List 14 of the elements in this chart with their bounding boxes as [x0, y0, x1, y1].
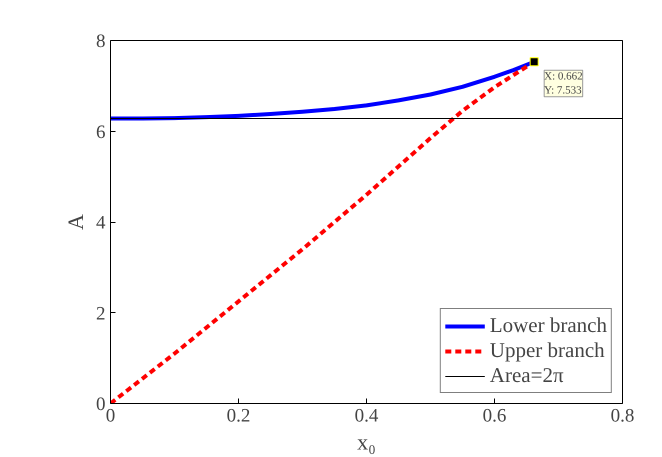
y-tick-label: 4: [96, 212, 106, 234]
legend-label: Area=2π: [490, 363, 564, 388]
annotation: X: 0.662 Y: 7.533: [544, 70, 583, 97]
x-tick-label: 0.4: [354, 406, 379, 426]
y-tick-label: 6: [96, 122, 106, 143]
legend-label: Lower branch: [490, 313, 607, 338]
y-axis-title: A: [63, 214, 88, 230]
x-axis-title: x₀: [357, 430, 376, 454]
x-tick-label: 0.6: [482, 406, 506, 426]
y-tick-label: 8: [96, 31, 106, 52]
legend-label: Upper branch: [490, 338, 605, 363]
x-tick-label: 0.8: [610, 406, 634, 426]
y-tick-label: 2: [96, 303, 106, 324]
x-tick-label: 0.2: [226, 406, 250, 426]
